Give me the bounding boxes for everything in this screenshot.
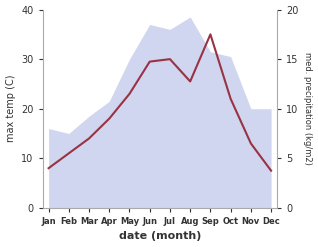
X-axis label: date (month): date (month) xyxy=(119,231,201,242)
Y-axis label: med. precipitation (kg/m2): med. precipitation (kg/m2) xyxy=(303,52,313,165)
Y-axis label: max temp (C): max temp (C) xyxy=(5,75,16,143)
